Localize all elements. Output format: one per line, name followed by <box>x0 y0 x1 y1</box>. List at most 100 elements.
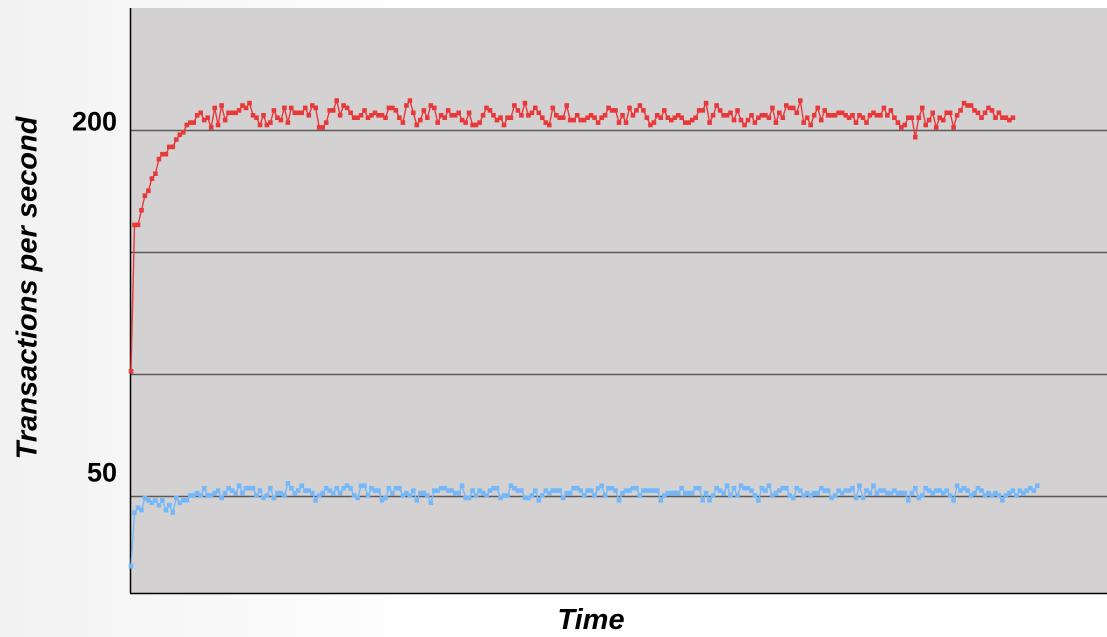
series-0-point <box>763 113 768 118</box>
series-1-point <box>801 493 806 498</box>
series-0-point <box>693 115 698 120</box>
series-1-point <box>864 488 869 493</box>
series-1-point <box>752 493 758 498</box>
series-1-point <box>798 488 803 493</box>
series-1-point <box>278 490 284 496</box>
series-1-point <box>930 490 935 496</box>
series-0-point <box>379 113 385 118</box>
series-0-point <box>264 122 270 128</box>
series-0-point <box>829 113 834 118</box>
series-0-point <box>951 125 956 130</box>
series-1-point <box>627 488 632 493</box>
y-tick-label-50: 50 <box>86 457 117 488</box>
series-1-point <box>303 488 308 493</box>
series-0-point <box>188 120 193 125</box>
series-1-point <box>526 495 531 501</box>
series-0-point <box>749 113 754 118</box>
series-1-point <box>205 493 210 498</box>
series-1-point <box>271 495 277 501</box>
series-1-point <box>365 493 371 498</box>
series-0-point <box>689 117 695 123</box>
series-0-point <box>766 115 772 120</box>
series-0-point <box>452 113 458 118</box>
series-0-point <box>965 103 970 108</box>
series-0-point <box>250 113 256 118</box>
series-0-point <box>139 208 144 213</box>
series-1-point <box>658 498 664 503</box>
series-0-point <box>909 115 915 120</box>
series-1-point <box>947 493 953 498</box>
series-1-point <box>132 510 137 515</box>
series-0-point <box>240 103 245 108</box>
series-0-point <box>494 117 500 123</box>
series-0-point <box>271 108 277 113</box>
series-0-point <box>254 115 259 120</box>
series-1-point <box>438 485 444 491</box>
series-1-point <box>954 483 960 488</box>
series-1-point <box>860 495 866 501</box>
series-1-point <box>550 488 556 493</box>
series-1-point <box>836 488 841 493</box>
series-1-point <box>505 493 510 498</box>
series-0-point <box>550 105 556 111</box>
series-0-point <box>888 108 894 113</box>
series-0-point <box>839 110 845 116</box>
series-0-point <box>470 122 475 128</box>
series-1-point <box>892 488 897 493</box>
series-1-point <box>641 488 646 493</box>
series-1-point <box>156 502 162 508</box>
series-0-point <box>560 115 566 120</box>
series-0-point <box>574 113 580 118</box>
series-0-point <box>414 122 420 128</box>
series-0-point <box>372 110 378 116</box>
series-0-point <box>487 108 493 113</box>
series-0-point <box>508 115 514 120</box>
series-1-point <box>623 488 629 493</box>
series-0-point <box>602 113 608 118</box>
series-0-point <box>784 103 789 108</box>
series-1-point <box>759 485 765 491</box>
series-0-point <box>449 113 454 118</box>
series-1-point <box>1003 493 1009 498</box>
series-1-point <box>766 483 772 488</box>
series-1-point <box>968 493 974 498</box>
series-0-point <box>923 122 928 128</box>
series-1-point <box>965 488 970 493</box>
series-1-point <box>323 485 329 491</box>
series-0-point <box>442 115 447 120</box>
series-0-point <box>393 108 399 113</box>
series-1-point <box>456 490 461 496</box>
series-1-point <box>703 490 709 496</box>
series-0-point <box>208 125 214 130</box>
series-1-point <box>163 507 169 513</box>
series-1-point <box>219 495 224 501</box>
series-1-point <box>1017 488 1023 493</box>
series-1-point <box>606 485 611 491</box>
series-1-point <box>595 485 601 491</box>
series-1-point <box>696 485 702 491</box>
series-0-point <box>798 98 803 103</box>
series-1-point <box>421 490 427 496</box>
series-0-point <box>533 105 538 111</box>
series-0-point <box>383 115 388 120</box>
series-0-point <box>696 108 702 113</box>
series-0-point <box>344 105 350 111</box>
series-1-point <box>135 505 141 510</box>
series-1-point <box>738 483 744 488</box>
series-1-point <box>477 488 482 493</box>
series-1-point <box>770 493 775 498</box>
series-0-point <box>874 113 880 118</box>
series-0-point <box>243 105 249 111</box>
series-1-point <box>878 488 883 493</box>
series-0 <box>128 98 1016 374</box>
series-0-point <box>571 117 576 123</box>
series-0-point <box>777 110 782 116</box>
series-1-point <box>602 493 608 498</box>
series-1-point <box>920 493 925 498</box>
series-0-point <box>316 125 322 130</box>
series-1-point <box>672 490 678 496</box>
series-0-point <box>522 100 528 106</box>
series-1-point <box>254 493 259 498</box>
series-1-point <box>174 495 179 501</box>
series-1-point <box>867 490 873 496</box>
